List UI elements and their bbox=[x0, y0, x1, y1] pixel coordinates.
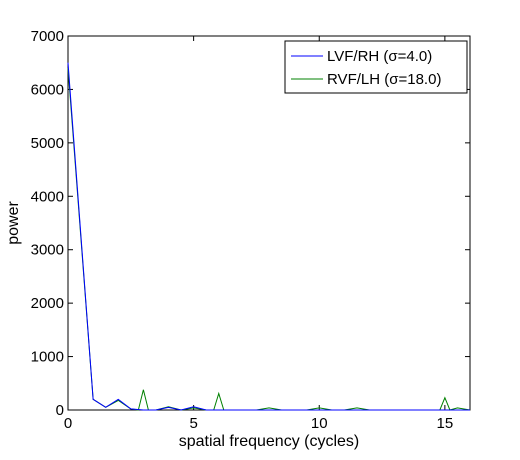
y-tick-label-0: 0 bbox=[56, 402, 64, 419]
legend: LVF/RH (σ=4.0) RVF/LH (σ=18.0) bbox=[284, 40, 468, 94]
y-tick-label-4: 4000 bbox=[31, 188, 64, 205]
x-tick-label-2: 10 bbox=[311, 415, 328, 432]
y-tick-label-1: 1000 bbox=[31, 349, 64, 366]
y-axis-label: power bbox=[5, 201, 22, 245]
x-tick-label-0: 0 bbox=[64, 415, 72, 432]
legend-box bbox=[284, 40, 468, 94]
y-tick-label-7: 7000 bbox=[31, 28, 64, 45]
legend-label-rvf-lh: RVF/LH (σ=18.0) bbox=[327, 71, 441, 88]
y-axis: 0 1000 2000 3000 4000 5000 6000 7000 bbox=[31, 28, 470, 419]
plot-frame bbox=[67, 35, 471, 411]
y-tick-label-6: 6000 bbox=[31, 81, 64, 98]
y-tick-label-5: 5000 bbox=[31, 135, 64, 152]
x-axis: 0 5 10 15 bbox=[64, 36, 453, 432]
y-tick-label-2: 2000 bbox=[31, 295, 64, 312]
series-line-0 bbox=[67, 62, 470, 411]
x-tick-label-3: 15 bbox=[437, 415, 454, 432]
x-axis-label: spatial frequency (cycles) bbox=[179, 433, 360, 450]
y-tick-label-3: 3000 bbox=[31, 242, 64, 259]
x-tick-label-1: 5 bbox=[189, 415, 197, 432]
series-layer bbox=[67, 62, 471, 411]
legend-label-lvf-rh: LVF/RH (σ=4.0) bbox=[327, 48, 432, 65]
